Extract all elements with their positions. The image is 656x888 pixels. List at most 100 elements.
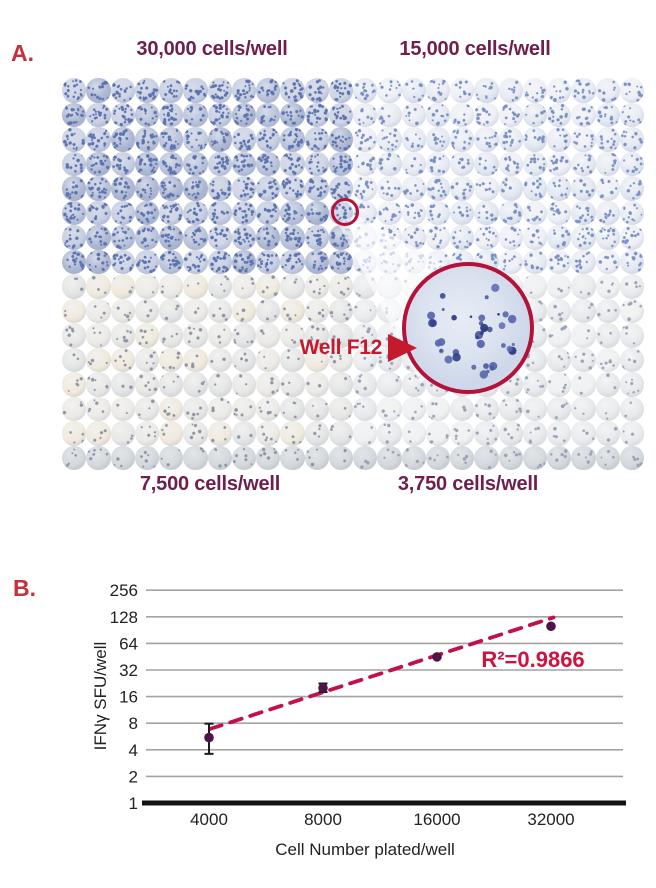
plate-well [231, 78, 256, 103]
plate-well [110, 323, 135, 348]
plate-well [207, 249, 232, 274]
plate-well [86, 249, 111, 274]
plate-well [207, 274, 232, 299]
plate-well [425, 323, 450, 348]
plate-well [474, 200, 499, 225]
plate-well [571, 347, 596, 372]
plate-well [425, 127, 450, 152]
plate-well [522, 176, 547, 201]
plate-well [304, 274, 329, 299]
plate-well [280, 78, 305, 103]
plate-well [304, 225, 329, 250]
plate-well [159, 78, 184, 103]
plate-well [353, 274, 378, 299]
plate-well [183, 249, 208, 274]
plate-well [474, 396, 499, 421]
plate-well [134, 421, 159, 446]
plate-well [547, 445, 572, 470]
plate-well [62, 421, 87, 446]
plate-well [425, 298, 450, 323]
plate-well [571, 421, 596, 446]
r-squared-annotation: R²=0.9866 [481, 647, 584, 672]
plate-well [280, 225, 305, 250]
plate-well [547, 127, 572, 152]
plate-well [353, 151, 378, 176]
plate-well [498, 102, 523, 127]
elispot-plate [62, 78, 644, 470]
data-point [318, 683, 328, 693]
plate-well [62, 249, 87, 274]
plate-well [377, 78, 402, 103]
plate-well [159, 323, 184, 348]
plate-well [62, 78, 87, 103]
plate-well [304, 249, 329, 274]
plate-well [110, 421, 135, 446]
plate-well [450, 372, 475, 397]
plate-well [280, 445, 305, 470]
plate-well [450, 151, 475, 176]
plate-well [207, 421, 232, 446]
plate-well [619, 396, 644, 421]
plate-well [134, 78, 159, 103]
plate-well [619, 78, 644, 103]
plate-well [547, 274, 572, 299]
plate-well [280, 274, 305, 299]
plate-well [280, 249, 305, 274]
plate-well [134, 298, 159, 323]
plate-well [62, 323, 87, 348]
plate-well [328, 445, 353, 470]
plate-well [86, 396, 111, 421]
plate-well [183, 127, 208, 152]
plate-well [595, 102, 620, 127]
plate-well [571, 323, 596, 348]
plate-well [110, 274, 135, 299]
plate-well [474, 347, 499, 372]
plate-well [522, 347, 547, 372]
plate-well [328, 274, 353, 299]
plate-well [571, 274, 596, 299]
plate-well [183, 200, 208, 225]
plate-well [522, 78, 547, 103]
plate-well [401, 347, 426, 372]
plate-well [474, 274, 499, 299]
plate-well [159, 249, 184, 274]
plate-well [231, 200, 256, 225]
plate-well [134, 347, 159, 372]
linearity-chart: 1 2 4 8 16 32 64 128 256 4000 8000 16000 32000 Cell N… [91, 581, 626, 859]
plate-well [304, 78, 329, 103]
plate-well [595, 127, 620, 152]
plate-well [231, 372, 256, 397]
plate-well [450, 274, 475, 299]
plate-well [256, 225, 281, 250]
plate-well [377, 445, 402, 470]
plate-well [304, 323, 329, 348]
plate-well [619, 274, 644, 299]
plate-well [498, 249, 523, 274]
plate-well [474, 421, 499, 446]
plate-well [450, 200, 475, 225]
plate-well [328, 176, 353, 201]
plate-well [474, 225, 499, 250]
plate-well [304, 298, 329, 323]
plate-well [377, 249, 402, 274]
plate-well [86, 421, 111, 446]
plate-well [256, 421, 281, 446]
y-tick-label: 8 [129, 714, 138, 733]
plate-well [619, 176, 644, 201]
plate-well [328, 127, 353, 152]
plate-well [159, 200, 184, 225]
plate-well [256, 102, 281, 127]
plate-well [86, 347, 111, 372]
plate-well [547, 249, 572, 274]
x-tick-label: 16000 [413, 810, 460, 829]
plate-well [401, 127, 426, 152]
plate-well [183, 298, 208, 323]
plate-well [256, 347, 281, 372]
plate-well [280, 372, 305, 397]
plate-well [110, 372, 135, 397]
plate-well [159, 225, 184, 250]
plate-well [619, 372, 644, 397]
plate-well [134, 249, 159, 274]
plate-well [425, 151, 450, 176]
plate-well [207, 445, 232, 470]
